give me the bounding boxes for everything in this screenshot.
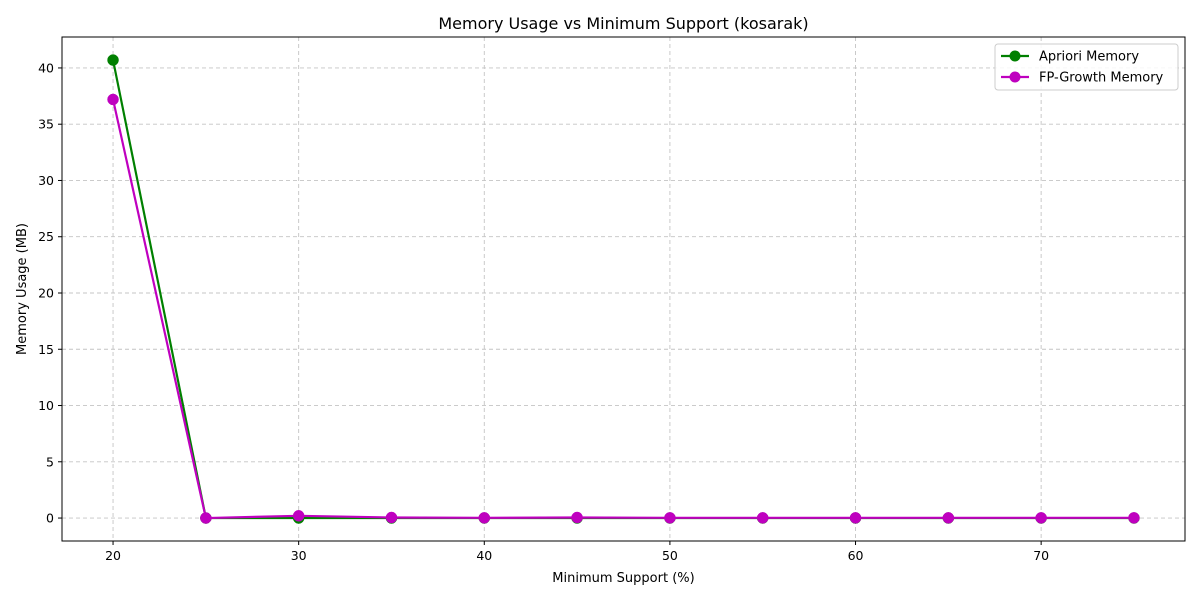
series-layer [107,54,1140,524]
x-tick-label: 30 [291,548,307,563]
chart-title: Memory Usage vs Minimum Support (kosarak… [438,14,808,33]
data-point [571,511,583,524]
x-axis-title: Minimum Support (%) [552,571,694,586]
legend-label: FP-Growth Memory [1039,71,1164,86]
x-tick-label: 60 [848,548,864,563]
data-point [107,93,119,106]
data-point [478,512,491,524]
legend: Apriori Memory FP-Growth Memory [994,43,1179,91]
x-tick-label: 40 [476,548,492,563]
data-point [756,512,769,524]
series-line [111,99,1134,520]
data-point [1128,512,1140,524]
data-point [292,510,305,522]
y-tick-label: 30 [38,173,54,188]
data-point [1035,512,1047,524]
y-tick-label: 10 [38,398,54,413]
y-tick-label: 35 [38,117,54,132]
y-axis-title: Memory Usage (MB) [15,223,30,355]
y-tick-label: 25 [38,229,54,244]
y-tick-label: 15 [38,342,54,357]
x-tick-label: 70 [1033,548,1049,563]
x-tick-label: 20 [105,548,121,563]
legend-label: Apriori Memory [1039,50,1139,65]
y-tick-label: 0 [46,511,54,526]
data-point [107,54,119,66]
legend-box [994,43,1179,91]
tick-layer: 20 30 40 50 60 70 0 5 10 15 20 25 30 35 40 [38,60,1049,563]
data-point [849,512,862,524]
y-tick-label: 5 [46,454,54,469]
data-point [385,511,398,524]
data-point [200,512,212,524]
y-tick-label: 40 [38,60,54,75]
data-point [942,512,955,524]
x-tick-label: 50 [662,548,678,563]
plot-frame [61,36,1186,542]
data-point [664,512,676,524]
legend-marker [1009,50,1021,62]
y-tick-label: 20 [38,285,54,300]
series-1 [107,93,1140,524]
legend-marker [1009,71,1021,83]
